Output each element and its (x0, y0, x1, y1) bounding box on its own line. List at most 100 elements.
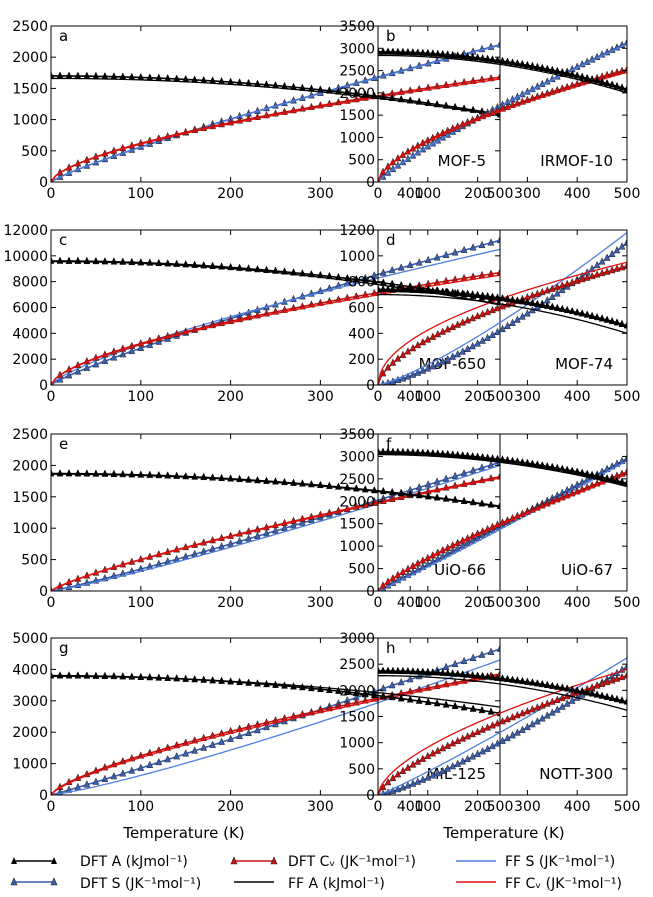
data-marker-dft_s (290, 521, 297, 529)
data-marker-dft_a (558, 683, 566, 691)
legend-marker-dft-a (11, 857, 17, 864)
data-marker-dft_a (514, 296, 521, 304)
data-marker-dft_a (568, 70, 576, 78)
data-marker-dft_a (384, 284, 392, 293)
x-tick-label: 300 (514, 799, 541, 815)
data-marker-dft_a (504, 674, 511, 683)
data-marker-dft_s (613, 245, 621, 254)
data-marker-dft_s (444, 354, 452, 363)
data-marker-dft_a (433, 698, 441, 707)
y-tick-label: 3500 (339, 427, 375, 443)
data-marker-dft_cv (478, 75, 486, 83)
y-tick-label: 0 (366, 788, 375, 804)
data-marker-dft_a (499, 293, 506, 302)
x-tick-label: 500 (614, 186, 641, 202)
data-marker-dft_s (379, 684, 387, 692)
data-marker-dft_s (487, 647, 495, 655)
data-marker-dft_s (514, 728, 521, 736)
data-marker-dft_s (424, 255, 432, 264)
data-marker-dft_a (317, 684, 324, 692)
data-marker-dft_a (573, 71, 581, 79)
x-tick-label: 100 (414, 389, 441, 405)
data-marker-dft_s (529, 719, 536, 728)
data-marker-dft_a (361, 689, 369, 697)
data-marker-dft_cv (429, 332, 437, 340)
x-tick-label: 0 (47, 799, 56, 815)
data-marker-dft_cv (548, 697, 556, 705)
legend-label-ff-a: FF A (kJmol⁻¹) (288, 876, 385, 892)
data-marker-dft_cv (623, 467, 627, 475)
data-marker-dft_cv (538, 701, 546, 709)
plot-area (378, 447, 627, 591)
data-marker-dft_s (460, 656, 468, 664)
data-marker-dft_a (504, 57, 511, 65)
data-marker-dft_a (553, 66, 561, 75)
data-marker-dft_s (399, 374, 407, 382)
data-marker-dft_a (378, 666, 382, 674)
data-marker-dft_cv (588, 271, 596, 280)
data-marker-dft_s (299, 518, 306, 526)
x-tick-label: 500 (614, 595, 641, 611)
data-marker-dft_a (563, 684, 571, 692)
data-marker-dft_a (548, 302, 556, 310)
data-marker-dft_a (499, 56, 506, 64)
data-marker-dft_a (603, 78, 611, 87)
plot-area (51, 40, 500, 182)
data-marker-dft_a (308, 683, 315, 692)
data-marker-dft_s (414, 777, 422, 785)
data-marker-dft_a (414, 285, 422, 294)
data-marker-dft_s (434, 359, 442, 368)
data-marker-dft_cv (524, 707, 531, 715)
data-marker-dft_cv (399, 766, 407, 774)
data-marker-dft_a (474, 671, 481, 679)
data-marker-dft_a (459, 51, 467, 59)
data-marker-dft_s (519, 725, 526, 733)
data-marker-dft_cv (394, 354, 402, 362)
data-marker-dft_a (424, 48, 432, 57)
data-marker-dft_cv (543, 699, 551, 707)
data-marker-dft_cv (449, 739, 457, 747)
x-tick-label: 0 (374, 799, 383, 815)
plot-area (378, 232, 627, 385)
data-marker-dft_cv (414, 141, 422, 149)
data-marker-dft_cv (598, 268, 606, 277)
data-marker-dft_s (469, 653, 477, 661)
panel-title: NOTT-300 (539, 765, 613, 783)
data-marker-dft_cv (389, 773, 397, 782)
legend-label-dft-cv: DFT Cᵥ (JK⁻¹mol⁻¹) (288, 854, 416, 870)
series-line-ff_a (378, 293, 627, 334)
data-marker-dft_cv (487, 73, 495, 82)
panel-b: 0 100 200 300 400 500 0 500 1000 1500 2000 2500 3000… (339, 19, 640, 202)
legend-marker-dft-s (10, 877, 18, 886)
data-marker-dft_s (504, 321, 511, 329)
data-marker-dft_s (263, 722, 270, 731)
data-marker-dft_a (378, 447, 382, 455)
data-marker-dft_a (484, 672, 491, 680)
y-tick-label: 1500 (339, 108, 375, 124)
data-marker-dft_a (409, 667, 417, 675)
data-marker-dft_cv (489, 721, 496, 729)
data-marker-dft_a (568, 306, 576, 315)
legend-marker-dft-s (50, 877, 58, 886)
series-line-ff_cv (378, 71, 627, 182)
legend-entry-dft-s: DFT S (JK⁻¹mol⁻¹) (10, 876, 201, 892)
data-marker-dft_a (335, 686, 342, 694)
data-marker-dft_cv (469, 729, 476, 738)
data-marker-dft_cv (460, 77, 468, 86)
axes-frame (377, 25, 628, 183)
data-marker-dft_s (433, 477, 441, 485)
data-marker-dft_s (404, 781, 412, 789)
data-marker-dft_s (434, 768, 442, 777)
data-marker-dft_s (464, 344, 471, 352)
data-marker-dft_s (474, 339, 481, 347)
data-marker-dft_a (613, 694, 621, 703)
data-marker-dft_a (519, 297, 526, 305)
x-tick-label: 400 (564, 389, 591, 405)
data-marker-dft_cv (454, 320, 462, 328)
series-line-ff_cv (51, 477, 500, 591)
data-marker-dft_s (479, 530, 486, 539)
y-tick-label: 2000 (12, 458, 48, 474)
y-tick-label: 1200 (339, 223, 375, 239)
data-marker-dft_a (479, 291, 486, 299)
data-marker-dft_cv (409, 343, 417, 352)
